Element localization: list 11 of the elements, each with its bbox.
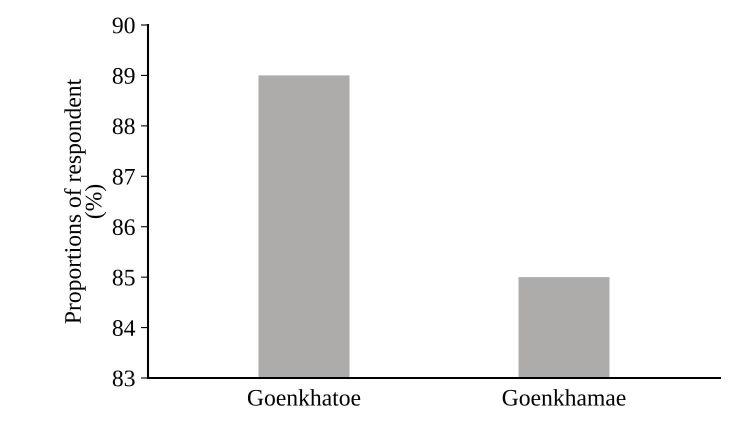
y-tick-label: 88: [112, 118, 135, 134]
y-tick-label: 84: [112, 320, 136, 336]
y-tick-label: 83: [112, 370, 135, 386]
y-tick-label: 90: [112, 17, 135, 34]
x-tick-label: Goenkhatoe: [248, 389, 360, 406]
y-tick-label: 86: [112, 219, 135, 236]
x-tick-label: Goenkhamae: [502, 389, 626, 406]
y-tick-label: 85: [112, 270, 135, 286]
y-tick-label: 87: [112, 168, 135, 185]
y-axis-title: Proportions of respondent (%): [64, 79, 106, 324]
y-tick-label: 89: [112, 68, 135, 84]
